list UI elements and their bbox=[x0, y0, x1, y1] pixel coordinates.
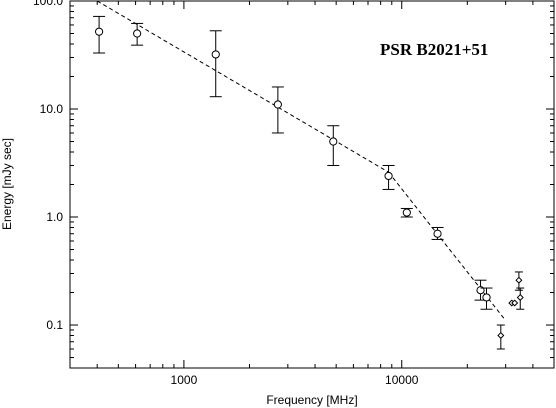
axis-ticks bbox=[69, 0, 555, 369]
data-point bbox=[497, 331, 505, 339]
data-point bbox=[516, 293, 524, 301]
y-tick-label: 100.0 bbox=[33, 0, 63, 8]
data-point bbox=[211, 50, 220, 59]
fit-line-segment bbox=[96, 0, 389, 173]
data-point bbox=[515, 276, 523, 284]
data-points bbox=[93, 15, 525, 350]
y-tick-label: 10.0 bbox=[40, 102, 64, 116]
data-point bbox=[329, 137, 338, 146]
data-point bbox=[133, 29, 142, 38]
y-axis-title: Energy [mJy sec] bbox=[0, 138, 14, 230]
data-point bbox=[94, 27, 104, 36]
x-tick-label: 1000 bbox=[171, 373, 198, 387]
data-point bbox=[384, 171, 393, 181]
x-axis-title: Frequency [MHz] bbox=[266, 393, 357, 407]
chart-annotation: PSR B2021+51 bbox=[380, 40, 488, 59]
data-point bbox=[511, 299, 519, 307]
data-point bbox=[433, 229, 442, 238]
data-point bbox=[273, 100, 282, 109]
x-tick-label: 10000 bbox=[385, 373, 419, 387]
data-point bbox=[402, 208, 411, 217]
data-point bbox=[482, 293, 491, 302]
y-tick-label: 1.0 bbox=[46, 210, 63, 224]
y-tick-label: 0.1 bbox=[46, 318, 63, 332]
axis-tick-labels: 1000 10000 0.1 1.0 10.0 100.0 bbox=[33, 0, 419, 387]
